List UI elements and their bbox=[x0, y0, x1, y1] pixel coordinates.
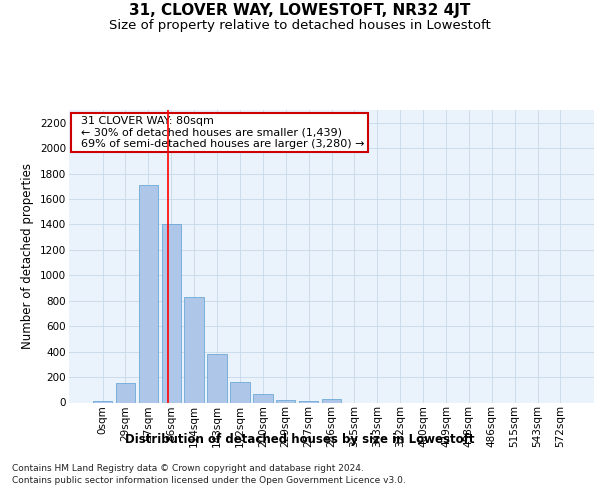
Bar bbox=[93, 401, 112, 402]
Text: Distribution of detached houses by size in Lowestoft: Distribution of detached houses by size … bbox=[125, 432, 475, 446]
Bar bbox=[116, 383, 135, 402]
Y-axis label: Number of detached properties: Number of detached properties bbox=[22, 163, 34, 349]
Text: 31 CLOVER WAY: 80sqm
  ← 30% of detached houses are smaller (1,439)
  69% of sem: 31 CLOVER WAY: 80sqm ← 30% of detached h… bbox=[74, 116, 365, 149]
Bar bbox=[253, 394, 272, 402]
Text: Contains public sector information licensed under the Open Government Licence v3: Contains public sector information licen… bbox=[12, 476, 406, 485]
Bar bbox=[230, 382, 250, 402]
Bar bbox=[184, 297, 204, 403]
Bar bbox=[276, 400, 295, 402]
Bar bbox=[322, 400, 341, 402]
Bar bbox=[299, 400, 319, 402]
Text: Size of property relative to detached houses in Lowestoft: Size of property relative to detached ho… bbox=[109, 18, 491, 32]
Bar bbox=[161, 224, 181, 402]
Text: 31, CLOVER WAY, LOWESTOFT, NR32 4JT: 31, CLOVER WAY, LOWESTOFT, NR32 4JT bbox=[130, 4, 470, 18]
Text: Contains HM Land Registry data © Crown copyright and database right 2024.: Contains HM Land Registry data © Crown c… bbox=[12, 464, 364, 473]
Bar bbox=[139, 185, 158, 402]
Bar bbox=[208, 354, 227, 403]
